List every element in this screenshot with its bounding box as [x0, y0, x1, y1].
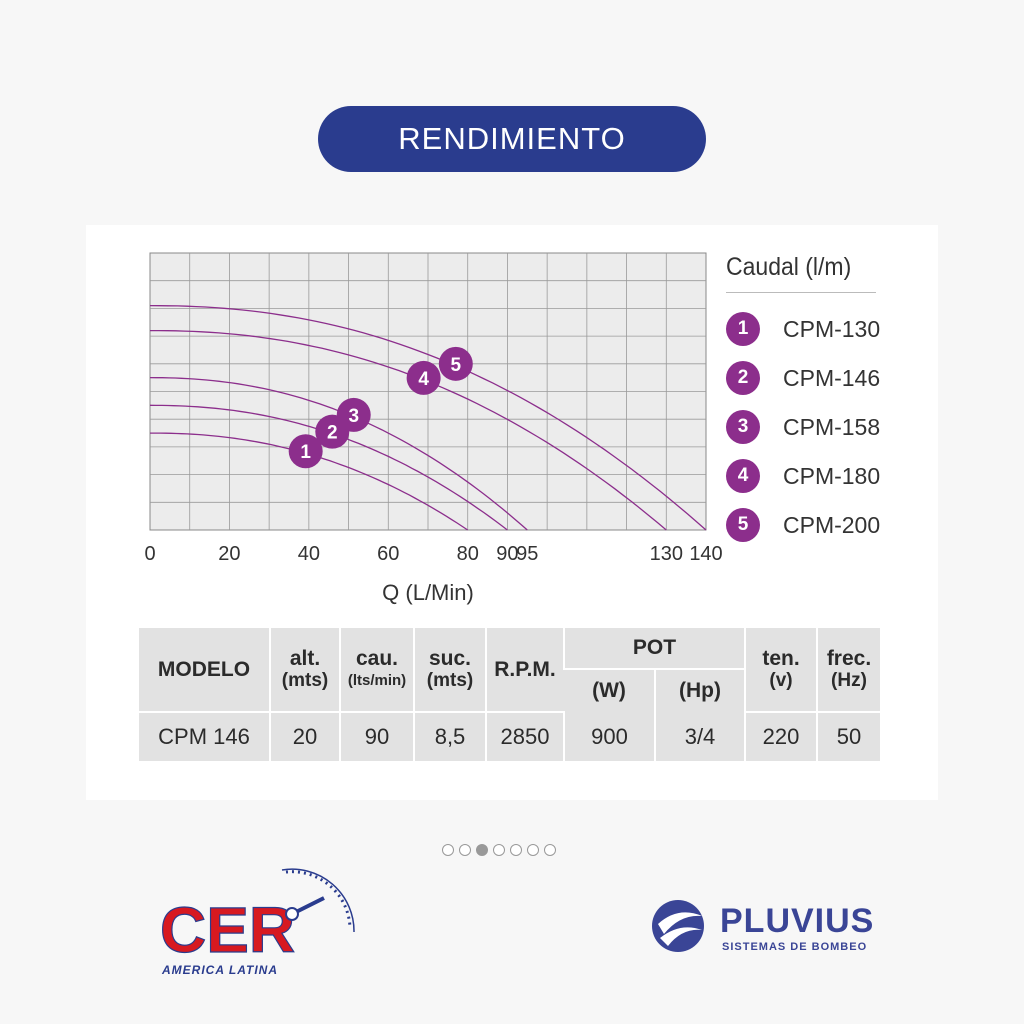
col-frec: frec. (Hz) [816, 628, 880, 713]
col-cau: cau. (lts/min) [339, 628, 414, 713]
x-axis-label: Q (L/Min) [382, 580, 474, 605]
legend-badge: 1 [726, 312, 760, 346]
legend-label: CPM-130 [783, 315, 881, 342]
series-line-cpm-200 [149, 304, 707, 531]
spec-table: MODELO alt. (mts) cau. (lts/min) suc. (mts)… [139, 628, 880, 761]
series-marker [336, 397, 371, 432]
carousel-dot[interactable] [459, 844, 471, 856]
col-modelo: MODELO [139, 628, 270, 713]
col-pot-hp: (Hp) [654, 669, 745, 712]
col-pot-w: (W) [592, 679, 626, 702]
legend-item: 3 CPM-158 [726, 409, 880, 445]
cell-cau: 90 [339, 712, 414, 761]
cell-rpm: 2850 [485, 712, 564, 761]
legend-badge: 5 [726, 508, 760, 542]
legend-label: CPM-158 [783, 413, 881, 440]
legend-item: 1 CPM-130 [726, 311, 880, 347]
series-marker-label: 1 [300, 442, 311, 463]
series-marker [288, 434, 323, 469]
legend-item: 2 CPM-146 [726, 360, 880, 396]
legend-item: 5 CPM-200 [726, 507, 880, 543]
col-suc: suc. (mts) [413, 628, 486, 713]
performance-card: 0 20 40 60 80 90 95 130 140 Q (L/Min) 1 2 3 4 5 Caudal… [86, 225, 938, 800]
cell-alt: 20 [269, 712, 340, 761]
legend-divider [726, 292, 876, 293]
cell-frec: 50 [816, 712, 880, 761]
carousel-dot[interactable] [442, 844, 454, 856]
carousel-dot[interactable] [493, 844, 505, 856]
x-tick-label: 80 [457, 543, 479, 565]
legend-title: Caudal (l/m) [726, 253, 852, 281]
pluvius-logo-text: PLUVIUS [720, 902, 874, 940]
series-marker-label: 2 [327, 423, 338, 444]
pluvius-logo: PLUVIUS SISTEMAS DE BOMBEO [652, 900, 874, 953]
pluvius-logo-subtitle: SISTEMAS DE BOMBEO [722, 941, 867, 953]
col-ten: ten. (v) [744, 628, 817, 713]
carousel-dot[interactable] [476, 844, 488, 856]
series-marker-label: 5 [451, 355, 462, 376]
cell-modelo: CPM 146 [158, 724, 250, 749]
series-marker [406, 360, 441, 395]
x-tick-label: 20 [218, 543, 240, 565]
legend-label: CPM-180 [783, 462, 881, 489]
col-alt: alt. (mts) [269, 628, 340, 713]
x-tick-label: 60 [377, 543, 399, 565]
carousel-dot[interactable] [510, 844, 522, 856]
cer-logo: CER AMERICA LATINA [159, 868, 355, 977]
cell-pot-w: 900 [563, 712, 655, 761]
cell-pot-hp: 3/4 [654, 712, 745, 761]
legend-item: 4 CPM-180 [726, 458, 880, 494]
x-tick-label: 95 [516, 543, 538, 565]
cer-logo-subtitle: AMERICA LATINA [161, 963, 278, 977]
section-title-banner: RENDIMIENTO [318, 106, 706, 172]
section-title: RENDIMIENTO [398, 121, 626, 156]
cer-logo-text: CER [160, 894, 295, 966]
legend-badge: 4 [726, 459, 760, 493]
legend-badge: 3 [726, 410, 760, 444]
legend-badge: 2 [726, 361, 760, 395]
x-tick-label: 90 [496, 543, 518, 565]
series-marker-label: 3 [348, 406, 359, 427]
x-tick-label: 40 [298, 543, 320, 565]
legend-label: CPM-200 [783, 511, 881, 538]
x-tick-label: 0 [144, 543, 155, 565]
x-tick-label: 140 [689, 543, 722, 565]
col-rpm: R.P.M. [485, 628, 564, 713]
series-marker [438, 346, 473, 381]
table-row: CPM 146 20 90 8,5 2850 900 3/4 220 50 [139, 712, 880, 761]
legend-label: CPM-146 [783, 364, 881, 391]
col-pot: POT [563, 628, 745, 670]
cell-ten: 220 [744, 712, 817, 761]
carousel-dot[interactable] [527, 844, 539, 856]
carousel-dots [442, 844, 556, 856]
cell-suc: 8,5 [413, 712, 486, 761]
x-tick-label: 130 [650, 543, 683, 565]
carousel-dot[interactable] [544, 844, 556, 856]
series-marker-label: 4 [418, 369, 429, 390]
